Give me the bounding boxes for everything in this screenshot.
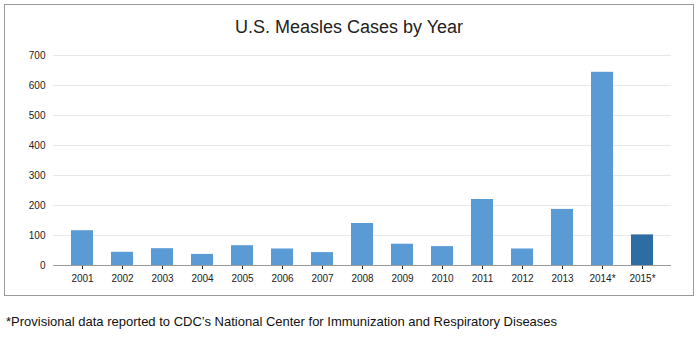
svg-text:2002: 2002 [111, 273, 134, 284]
svg-text:2008: 2008 [351, 273, 374, 284]
svg-text:2011: 2011 [472, 273, 494, 284]
svg-text:2006: 2006 [271, 273, 294, 284]
svg-text:500: 500 [29, 110, 46, 121]
svg-text:2004: 2004 [191, 273, 214, 284]
html-text:U.S. Measles Cases by Year: U.S. Measles Cases by Year [234, 17, 464, 37]
html-text:*Provisional data reported to: *Provisional data reported to CDC’s Nati… [6, 314, 558, 329]
svg-text:2005: 2005 [231, 273, 254, 284]
svg-text:600: 600 [29, 80, 46, 91]
svg-text:100: 100 [29, 230, 46, 241]
svg-text:2010: 2010 [431, 273, 454, 284]
svg-text:700: 700 [29, 50, 46, 61]
svg-text:2003: 2003 [151, 273, 174, 284]
svg-text:2014*: 2014* [589, 273, 615, 284]
svg-text:0: 0 [40, 260, 46, 271]
svg-text:2013: 2013 [551, 273, 574, 284]
svg-text:2007: 2007 [311, 273, 334, 284]
svg-text:2001: 2001 [71, 273, 94, 284]
svg-text:300: 300 [29, 170, 46, 181]
svg-text:2009: 2009 [391, 273, 414, 284]
svg-text:200: 200 [29, 200, 46, 211]
svg-text:400: 400 [29, 140, 46, 151]
svg-text:2015*: 2015* [629, 273, 655, 284]
svg-text:2012: 2012 [511, 273, 534, 284]
